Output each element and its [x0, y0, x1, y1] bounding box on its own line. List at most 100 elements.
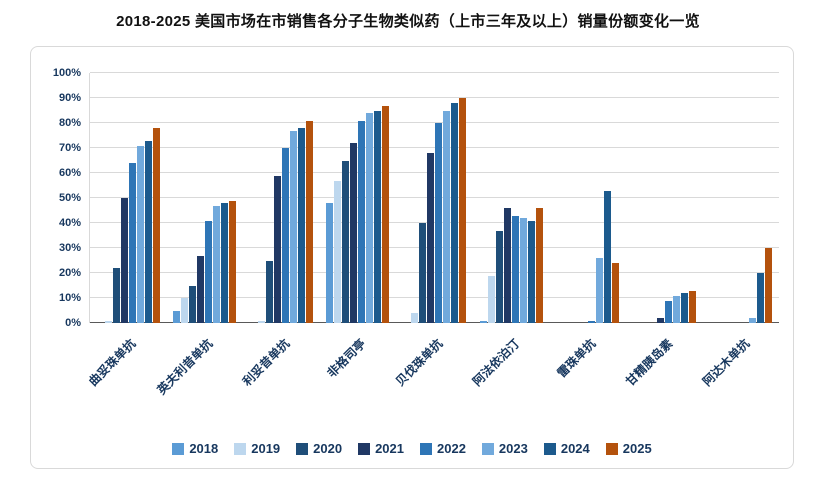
gridline: [90, 222, 779, 223]
x-label-cell: 贝伐珠单抗: [393, 323, 473, 425]
x-axis-labels: 曲妥珠单抗 英夫利昔单抗 利妥昔单抗 非格司亭 贝伐珠单抗 阿法依泊汀 雷珠单抗 甘精胰岛素阿…: [86, 323, 779, 425]
legend-swatch-2021: [358, 442, 371, 455]
gridline: [90, 147, 779, 148]
bar-2022: [281, 148, 289, 323]
bar-2023: [749, 318, 757, 323]
bar-2018: [326, 203, 334, 323]
x-label-cell: 曲妥珠单抗: [86, 323, 166, 425]
y-tick-label: 30%: [58, 242, 81, 254]
bar-2019: [257, 320, 265, 323]
x-label-cell: 阿达木单抗: [700, 323, 779, 425]
y-tick-label: 40%: [58, 217, 81, 229]
bar-2025: [459, 98, 467, 323]
legend-swatch-2018: [172, 442, 185, 455]
legend-label-2023: 2023: [498, 441, 528, 456]
bar-2024: [757, 273, 765, 323]
bar-2021: [350, 143, 358, 323]
bar-2020: [419, 223, 427, 323]
bar-group: [167, 73, 244, 323]
legend-swatch-2019: [234, 442, 247, 455]
bar-group: [473, 73, 550, 323]
y-tick-label: 20%: [58, 267, 81, 279]
bar-2023: [596, 258, 604, 323]
bar-2023: [672, 295, 680, 323]
bar-2021: [503, 208, 511, 323]
gridline: [90, 247, 779, 248]
bar-2022: [435, 123, 443, 323]
bar-2025: [688, 290, 696, 323]
legend-item-2021: 2021: [358, 441, 404, 456]
legend-item-2020: 2020: [296, 441, 342, 456]
legend-item-2024: 2024: [543, 441, 590, 456]
y-tick-label: 10%: [58, 292, 81, 304]
x-label-cell: 非格司亭: [319, 323, 396, 425]
x-category-label: 非格司亭: [324, 336, 369, 381]
x-label-cell: 英夫利昔单抗: [155, 323, 243, 425]
bar-2020: [265, 260, 273, 323]
legend-label-2022: 2022: [437, 441, 466, 456]
x-category-label: 阿法依泊汀: [469, 336, 523, 389]
x-category-label: 贝伐珠单抗: [393, 336, 446, 389]
bar-2020: [342, 160, 350, 323]
bar-2020: [495, 230, 503, 323]
bar-2019: [487, 275, 495, 323]
bar-2023: [443, 110, 451, 323]
bar-2025: [765, 248, 773, 323]
chart-frame: 0% 10% 20% 30% 40% 50% 60% 70% 80% 90% 100% 曲妥珠单抗英…: [30, 46, 794, 469]
y-tick-label: 90%: [58, 92, 81, 104]
legend: 2018 2019 2020 2021 2022 2023 2024 2025: [31, 441, 793, 456]
bar-2023: [519, 218, 527, 323]
bar-group: [549, 73, 626, 323]
x-axis-line: [90, 322, 779, 323]
axis-spacer: [31, 323, 89, 425]
x-label-cell: 利妥昔单抗: [240, 323, 319, 425]
bar-2022: [588, 320, 596, 323]
bar-2021: [273, 175, 281, 323]
bar-2024: [297, 128, 305, 323]
bar-2025: [305, 120, 313, 323]
bar-2022: [511, 215, 519, 323]
x-category-label: 曲妥珠单抗: [86, 336, 139, 389]
gridline: [90, 122, 779, 123]
bar-2024: [221, 203, 229, 323]
bar-group: [703, 73, 780, 323]
legend-swatch-2025: [605, 442, 618, 455]
gridline: [90, 97, 779, 98]
legend-swatch-2024: [543, 442, 556, 455]
bar-2025: [535, 208, 543, 323]
gridline: [90, 297, 779, 298]
bar-2025: [229, 200, 237, 323]
gridline: [90, 272, 779, 273]
x-label-cell: 阿法依泊汀: [470, 323, 549, 425]
legend-item-2022: 2022: [420, 441, 466, 456]
y-axis: 0% 10% 20% 30% 40% 50% 60% 70% 80% 90% 100%: [31, 67, 89, 329]
bar-2022: [664, 300, 672, 323]
bar-2020: [189, 285, 197, 323]
bar-2025: [382, 105, 390, 323]
legend-swatch-2023: [481, 442, 494, 455]
bar-2019: [411, 313, 419, 323]
legend-item-2025: 2025: [605, 441, 652, 456]
bar-2018: [479, 320, 487, 323]
bar-2022: [358, 120, 366, 323]
y-tick-label: 100%: [52, 67, 81, 79]
gridline: [90, 172, 779, 173]
bar-group: [626, 73, 703, 323]
x-axis-row: 曲妥珠单抗 英夫利昔单抗 利妥昔单抗 非格司亭 贝伐珠单抗 阿法依泊汀 雷珠单抗 甘精胰岛素阿…: [31, 323, 793, 425]
bar-2025: [612, 263, 620, 323]
x-label-cell: 雷珠单抗: [549, 323, 626, 425]
bar-2020: [112, 268, 120, 323]
legend-label-2021: 2021: [375, 441, 404, 456]
bar-2024: [374, 110, 382, 323]
bar-2022: [128, 163, 136, 323]
gridline: [90, 72, 779, 73]
bar-2021: [427, 153, 435, 323]
bar-2024: [604, 190, 612, 323]
bar-2024: [451, 103, 459, 323]
plot-row: 0% 10% 20% 30% 40% 50% 60% 70% 80% 90% 100%: [31, 67, 793, 329]
bar-group: [243, 73, 320, 323]
bar-2024: [680, 293, 688, 323]
legend-swatch-2022: [420, 442, 432, 455]
bar-2019: [334, 180, 342, 323]
gridline: [90, 197, 779, 198]
